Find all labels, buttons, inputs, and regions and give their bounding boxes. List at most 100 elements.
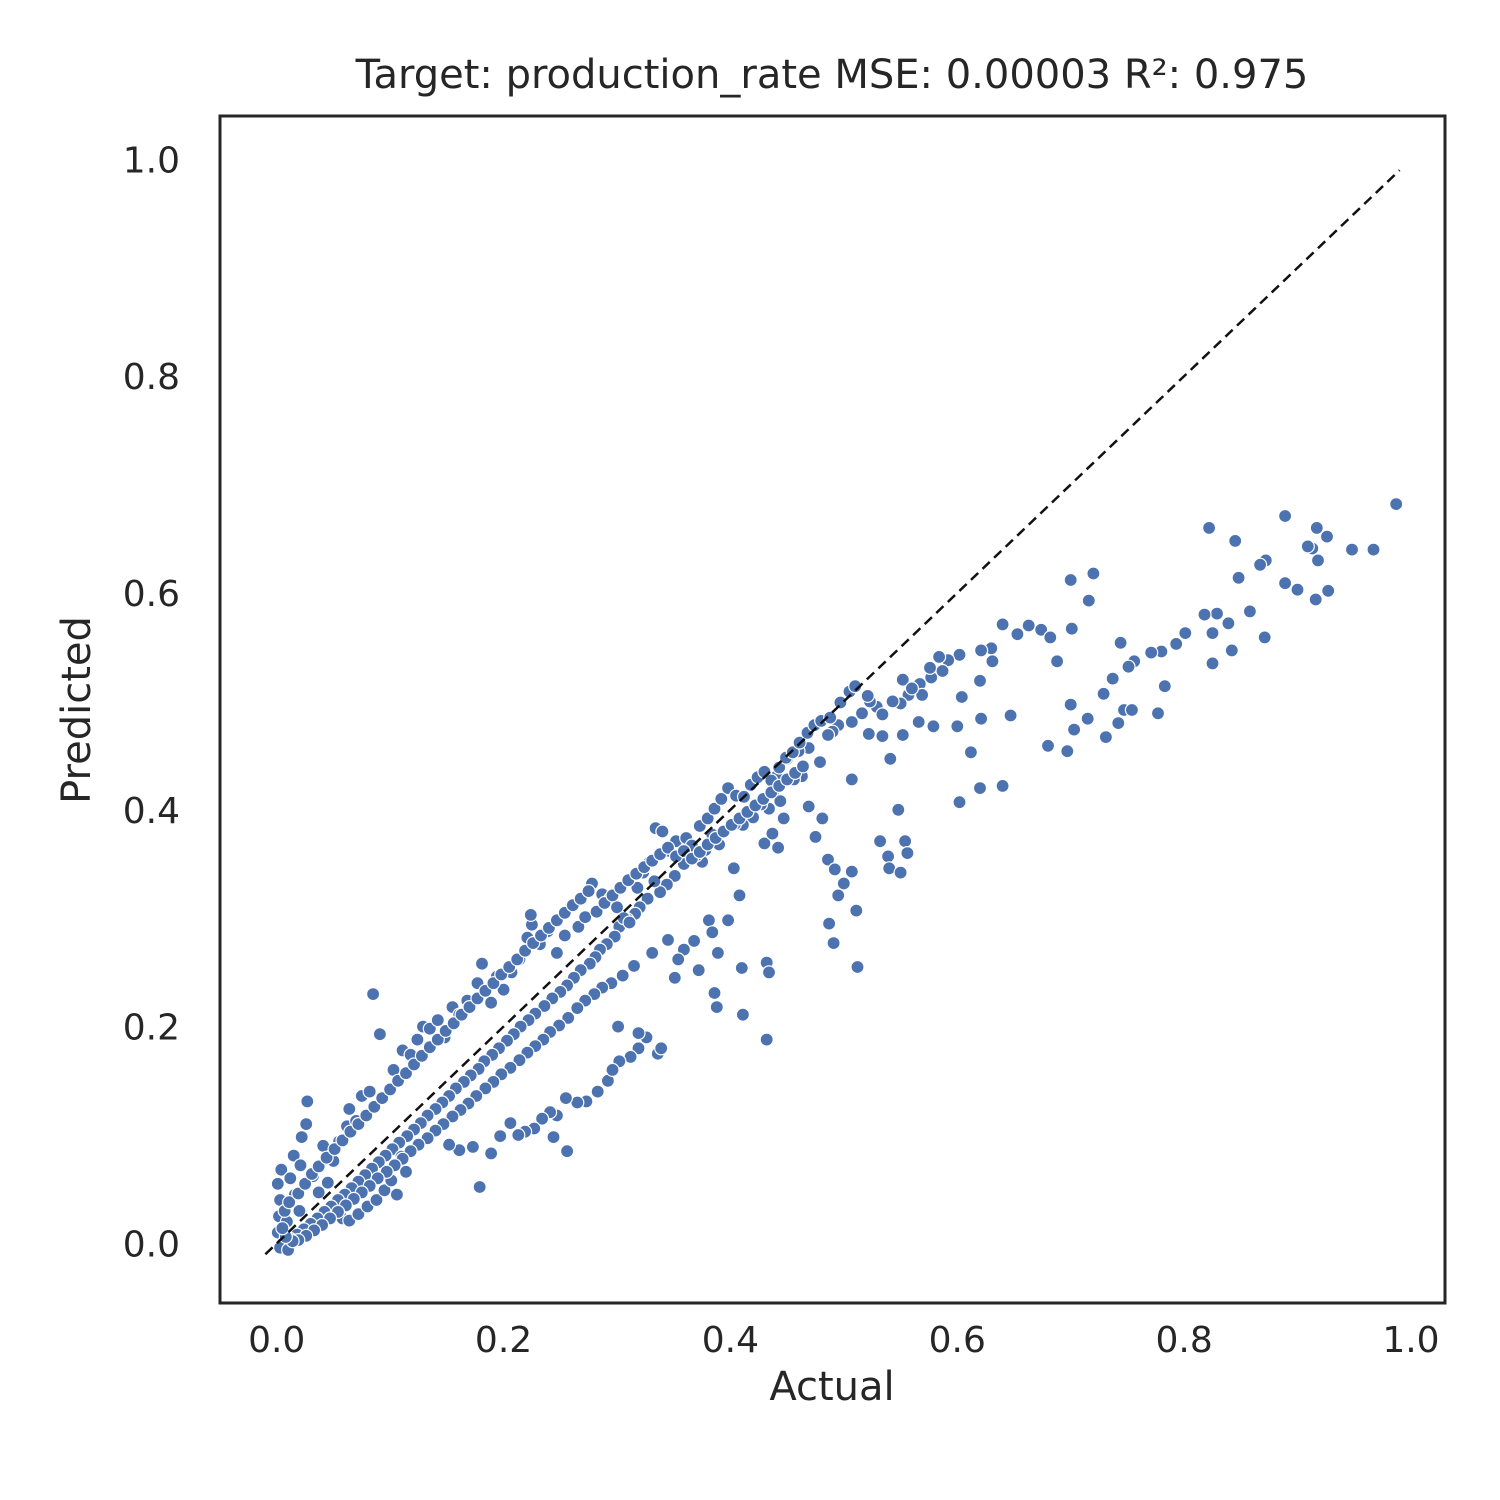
data-point <box>559 1144 575 1159</box>
data-point <box>972 780 988 796</box>
data-point <box>1257 630 1272 645</box>
data-point <box>327 1141 342 1157</box>
data-point <box>610 1019 626 1034</box>
data-point <box>1040 738 1056 753</box>
data-point <box>1169 636 1184 652</box>
data-point <box>1277 508 1293 524</box>
data-point <box>299 1116 314 1132</box>
data-point <box>335 1133 350 1148</box>
data-point <box>1049 654 1065 669</box>
data-point <box>1231 570 1246 585</box>
data-point <box>654 1041 669 1056</box>
data-point <box>292 1203 307 1219</box>
data-point <box>383 1082 398 1097</box>
data-point <box>1205 656 1220 671</box>
data-point <box>472 1179 487 1195</box>
chart-title: Target: production_rate MSE: 0.00003 R²:… <box>355 52 1309 98</box>
data-point <box>761 965 777 980</box>
data-point <box>821 916 837 931</box>
data-point <box>757 836 772 851</box>
data-point <box>849 903 864 918</box>
data-point <box>1252 557 1268 572</box>
data-point <box>1043 630 1058 645</box>
data-point <box>270 1176 285 1191</box>
data-point <box>283 1171 298 1186</box>
data-point <box>1124 702 1140 718</box>
data-point <box>1201 520 1217 536</box>
data-point <box>286 1148 301 1163</box>
data-point <box>1064 621 1079 636</box>
data-point <box>523 907 538 923</box>
data-point <box>963 745 979 760</box>
data-point <box>660 932 676 948</box>
data-point <box>772 760 787 775</box>
x-tick-label: 0.8 <box>1155 1320 1212 1361</box>
data-point <box>885 694 900 709</box>
y-axis-label: Predicted <box>54 616 100 804</box>
data-point <box>282 1195 297 1210</box>
x-tick-label: 0.2 <box>475 1320 532 1361</box>
y-tick-label: 0.2 <box>123 1008 180 1049</box>
data-point <box>311 1159 326 1174</box>
data-point <box>973 643 989 658</box>
data-point <box>1081 593 1096 608</box>
data-point <box>985 654 1000 669</box>
data-point <box>759 1032 774 1047</box>
data-point <box>534 1111 550 1126</box>
x-tick-label: 0.0 <box>248 1320 305 1361</box>
data-point <box>904 681 920 696</box>
data-point <box>561 1010 576 1026</box>
data-point <box>952 647 967 662</box>
data-point <box>1344 542 1360 557</box>
data-point <box>410 1032 425 1047</box>
data-point <box>765 826 780 841</box>
data-point <box>578 909 593 925</box>
data-point <box>430 1032 445 1047</box>
data-point <box>848 679 863 694</box>
data-point <box>631 1025 646 1041</box>
data-point <box>645 945 660 961</box>
data-point <box>995 778 1010 794</box>
data-point <box>710 945 726 961</box>
data-point <box>298 1176 313 1191</box>
x-tick-labels: 0.0 0.2 0.4 0.6 0.8 1.0 <box>248 1320 1440 1361</box>
data-point <box>812 754 828 770</box>
data-point <box>1086 566 1101 581</box>
data-point <box>1063 697 1078 712</box>
data-point <box>1224 643 1239 658</box>
data-point <box>883 751 898 766</box>
data-point <box>630 880 645 895</box>
data-point <box>311 1185 326 1200</box>
data-point <box>900 845 915 861</box>
data-point <box>496 982 511 997</box>
data-point <box>367 1099 382 1114</box>
data-point <box>875 728 890 744</box>
data-point <box>880 849 896 864</box>
data-point <box>1197 607 1212 622</box>
identity-reference-line <box>264 169 1401 1256</box>
data-point <box>726 861 741 876</box>
data-point <box>861 726 876 742</box>
data-point <box>973 711 989 726</box>
data-point <box>465 1139 480 1155</box>
data-point <box>474 956 490 971</box>
data-point <box>820 852 836 867</box>
data-point <box>995 617 1010 632</box>
data-point <box>720 913 736 928</box>
data-point <box>667 868 682 884</box>
data-point <box>1242 604 1258 619</box>
data-point <box>319 1150 334 1165</box>
plot-frame <box>218 114 1447 1305</box>
data-point <box>1209 606 1225 621</box>
data-point <box>1319 529 1335 544</box>
data-point <box>850 959 865 975</box>
data-point <box>875 707 890 722</box>
data-point <box>1010 627 1025 642</box>
data-point <box>375 1090 390 1106</box>
data-point <box>362 1084 377 1099</box>
data-point <box>801 799 816 814</box>
data-point <box>691 963 706 978</box>
y-tick-label: 0.4 <box>123 791 180 832</box>
data-point <box>770 840 786 855</box>
